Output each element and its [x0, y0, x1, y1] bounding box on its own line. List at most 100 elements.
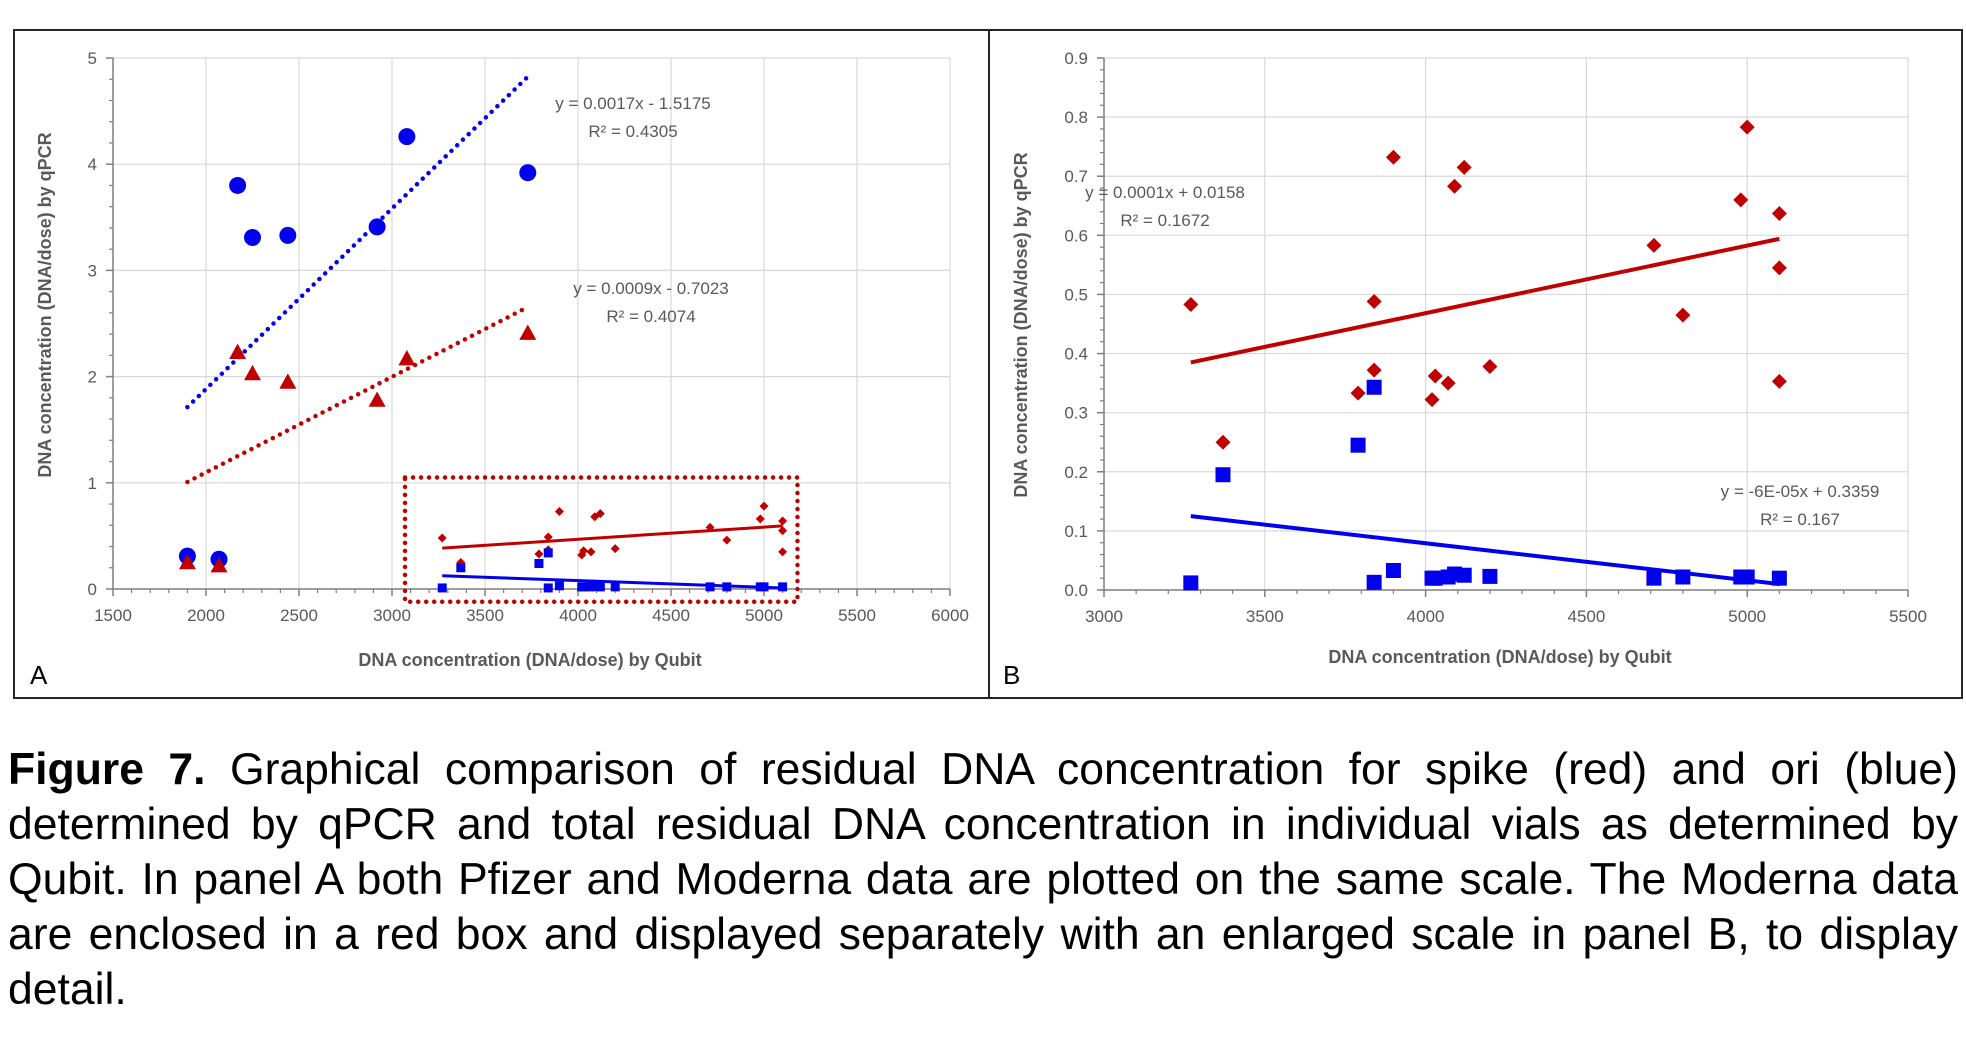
- panel-a-y-tick-label: 2: [88, 368, 97, 387]
- panel-a-point-circle: [244, 229, 261, 246]
- panel-a-x-tick-label: 5500: [838, 606, 876, 625]
- panel-b-y-tick-label: 0.3: [1064, 404, 1088, 423]
- panel-b-point-square: [1351, 438, 1366, 453]
- panel-b-y-tick-label: 0.8: [1064, 108, 1088, 127]
- panel-b-point-diamond: [1441, 376, 1456, 391]
- panel-b-point-diamond: [1351, 386, 1366, 401]
- panel-b-ylabel: DNA concentration (DNA/dose) by qPCR: [1011, 152, 1031, 497]
- panel-b-point-square: [1215, 467, 1230, 482]
- panel-b-y-tick-label: 0.5: [1064, 285, 1088, 304]
- panel-a-xlabel: DNA concentration (DNA/dose) by Qubit: [358, 650, 701, 670]
- panel-b-xlabel: DNA concentration (DNA/dose) by Qubit: [1328, 647, 1671, 667]
- caption-text: Graphical comparison of residual DNA con…: [8, 745, 1958, 1014]
- panel-a-x-tick-label: 2500: [280, 606, 318, 625]
- panel-a-x-tick-label: 2000: [187, 606, 225, 625]
- panel-b-point-square: [1646, 571, 1661, 586]
- panel-a-blue-equation: y = 0.0017x - 1.5175: [555, 94, 710, 113]
- panel-a-point-square-small: [706, 582, 715, 591]
- panel-b-red-equation: y = 0.0001x + 0.0158: [1085, 183, 1245, 202]
- panel-b-x-tick-label: 5000: [1728, 607, 1766, 626]
- panel-b-label: B: [1003, 660, 1020, 690]
- panel-a-point-square-small: [596, 582, 605, 591]
- panel-b-blue-r2: R² = 0.167: [1760, 510, 1840, 529]
- panel-b-point-diamond: [1386, 150, 1401, 165]
- panel-a-point-triangle: [279, 373, 296, 388]
- panel-b-point-diamond: [1740, 120, 1755, 135]
- panel-b-point-diamond: [1772, 206, 1787, 221]
- panel-a-red-r2: R² = 0.4074: [606, 307, 695, 326]
- panel-a-point-diamond-small: [534, 549, 543, 558]
- panel-b-y-tick-label: 0.9: [1064, 49, 1088, 68]
- panel-b-y-tick-label: 0.2: [1064, 463, 1088, 482]
- figure-caption: Figure 7. Graphical comparison of residu…: [8, 742, 1958, 1017]
- panel-a-point-square-small: [555, 581, 564, 590]
- panel-b-point-square: [1428, 571, 1443, 586]
- panel-b-y-tick-label: 0.1: [1064, 522, 1088, 541]
- panel-b-x-tick-label: 4500: [1567, 607, 1605, 626]
- panel-a-point-triangle: [519, 325, 536, 340]
- panel-a-y-tick-label: 3: [88, 261, 97, 280]
- panel-a-point-triangle: [398, 350, 415, 365]
- panel-a-chart: 0 1 2 3 4 5 1500 2000 2500 3000 3500 4000 4500 5000 55…: [88, 49, 969, 625]
- panel-a-point-square-small: [544, 548, 553, 557]
- panel-b-point-diamond: [1482, 359, 1497, 374]
- panel-a-point-triangle: [244, 365, 261, 380]
- panel-b-point-diamond: [1772, 260, 1787, 275]
- panel-b-point-diamond: [1367, 294, 1382, 309]
- panel-a-y-tick-label: 5: [88, 49, 97, 68]
- panel-a-point-square-small: [760, 582, 769, 591]
- panel-b-y-tick-label: 0.0: [1064, 581, 1088, 600]
- panel-a-x-tick-label: 3000: [373, 606, 411, 625]
- panel-b-point-diamond: [1646, 238, 1661, 253]
- panel-a-frame: [14, 30, 989, 698]
- panel-a-point-diamond-small: [555, 507, 564, 516]
- panel-a-x-tick-label: 1500: [94, 606, 132, 625]
- panel-a-point-square-small: [534, 559, 543, 568]
- panel-a-point-square-small: [778, 582, 787, 591]
- panel-b-x-tick-label: 5500: [1889, 607, 1927, 626]
- panel-b-x-tick-label: 4000: [1407, 607, 1445, 626]
- panel-a-trendline-red-dotted: [187, 307, 527, 482]
- panel-a-point-square-small: [544, 583, 553, 592]
- panel-b-red-r2: R² = 0.1672: [1120, 211, 1209, 230]
- figure: 0 1 2 3 4 5 1500 2000 2500 3000 3500 4000 4500 5000 55…: [0, 0, 1966, 740]
- panel-b-point-diamond: [1675, 308, 1690, 323]
- panel-b-y-tick-label: 0.6: [1064, 226, 1088, 245]
- panel-a-point-circle: [398, 128, 415, 145]
- panel-b-x-tick-label: 3000: [1085, 607, 1123, 626]
- panel-b-chart: 0.0 0.1 0.2 0.3 0.4 0.5 0.6 0.7 0.8 0.9 3000 3500 40…: [1064, 49, 1927, 626]
- panel-a-point-diamond-small: [778, 547, 787, 556]
- panel-b-blue-equation: y = -6E-05x + 0.3359: [1721, 482, 1880, 501]
- panel-b-point-diamond: [1733, 192, 1748, 207]
- panel-a-ylabel: DNA concentration (DNA/dose) by qPCR: [35, 132, 55, 477]
- panel-b-point-diamond: [1428, 369, 1443, 384]
- panel-b-x-tick-label: 3500: [1246, 607, 1284, 626]
- panel-a-label: A: [30, 660, 48, 690]
- panel-b-point-square: [1675, 569, 1690, 584]
- caption-label: Figure 7.: [8, 745, 206, 794]
- panel-a-point-diamond-small: [722, 536, 731, 545]
- panel-a-point-circle: [369, 218, 386, 235]
- panel-a-x-tick-label: 6000: [931, 606, 969, 625]
- panel-a-y-tick-label: 0: [88, 580, 97, 599]
- panel-a-point-square-small: [456, 563, 465, 572]
- panel-a-point-diamond-small: [438, 534, 447, 543]
- panel-a-x-tick-label: 4000: [559, 606, 597, 625]
- panel-a-x-tick-label: 5000: [745, 606, 783, 625]
- panel-b-point-square: [1772, 571, 1787, 586]
- panel-b-point-diamond: [1367, 363, 1382, 378]
- panel-b-y-tick-label: 0.4: [1064, 345, 1088, 364]
- panel-b-trendline-red-solid: [1191, 239, 1780, 363]
- panel-a-point-diamond-small: [760, 502, 769, 511]
- panel-a-point-triangle: [369, 391, 386, 406]
- panel-b-point-diamond: [1772, 374, 1787, 389]
- panel-a-blue-r2: R² = 0.4305: [588, 122, 677, 141]
- panel-b-point-square: [1367, 575, 1382, 590]
- panel-a-y-tick-label: 4: [88, 155, 97, 174]
- panel-a-point-square-small: [438, 583, 447, 592]
- panel-a-point-circle: [229, 177, 246, 194]
- panel-a-point-circle: [519, 164, 536, 181]
- panel-a-point-circle: [279, 227, 296, 244]
- panel-b-point-diamond: [1183, 297, 1198, 312]
- panel-a-trendline-red-solid: [442, 526, 782, 548]
